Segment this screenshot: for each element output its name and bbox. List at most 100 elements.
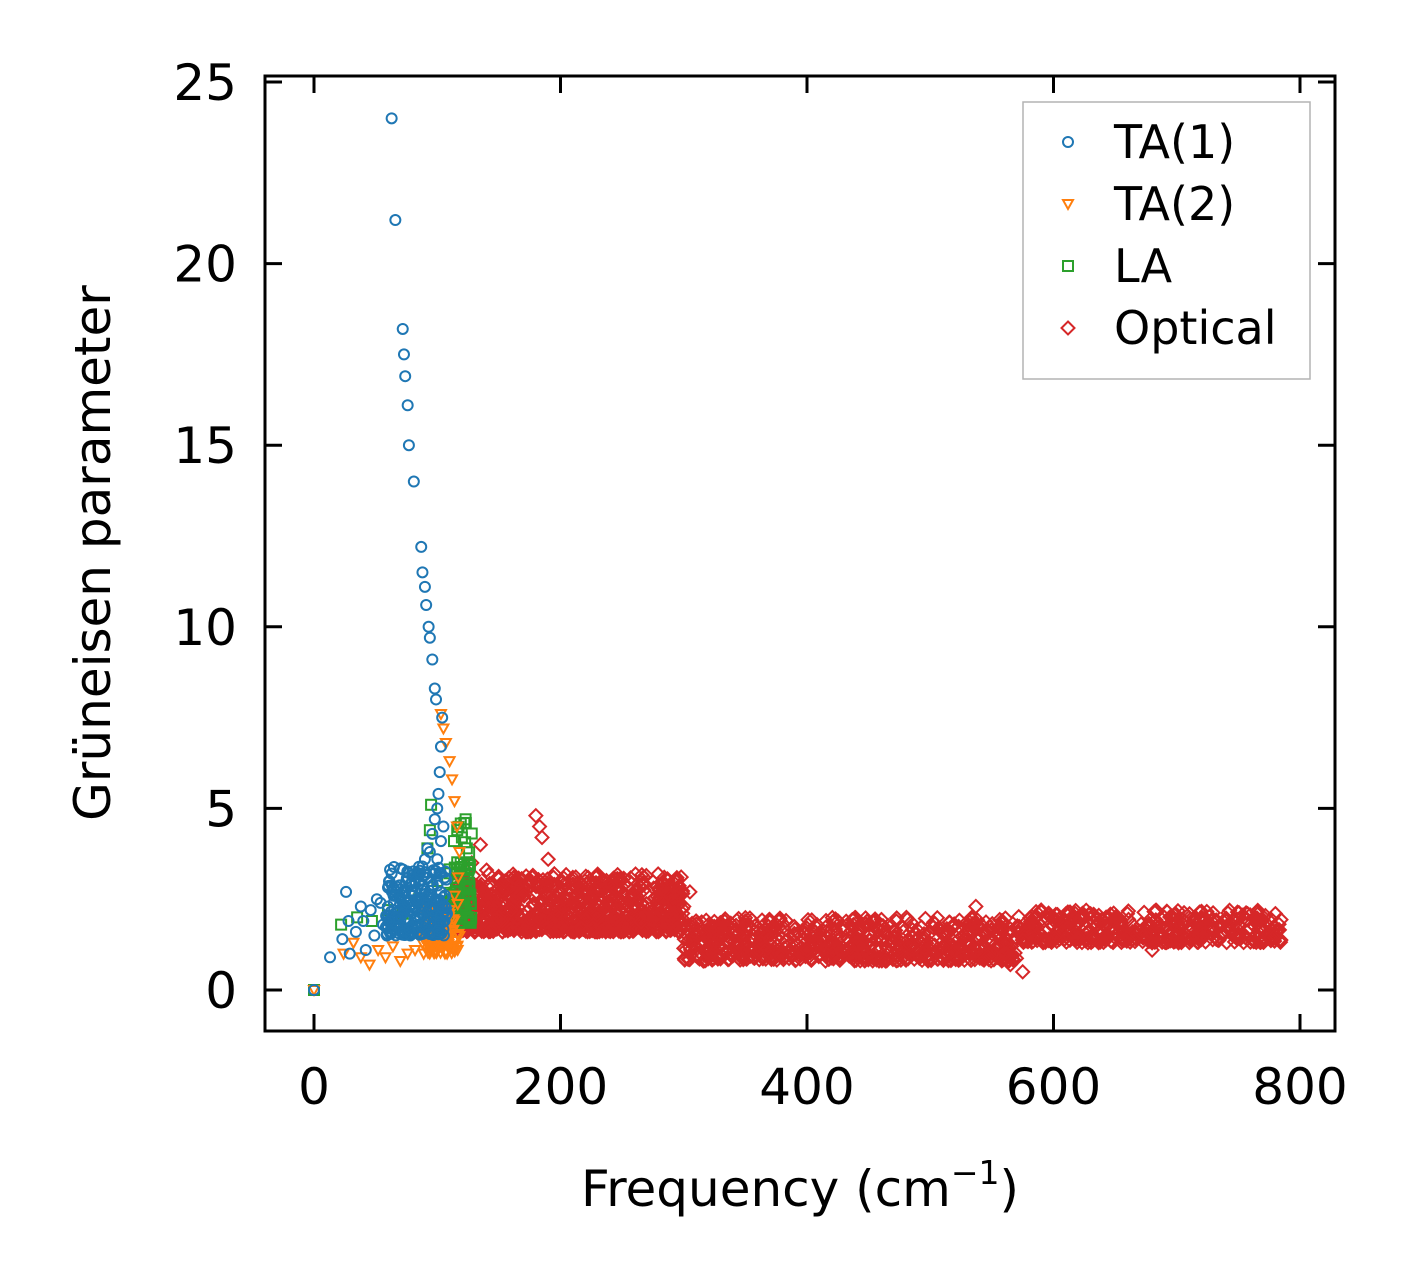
point-optical — [1056, 913, 1073, 930]
point-optical — [1159, 922, 1176, 939]
point-optical — [712, 920, 729, 937]
point-optical — [1131, 923, 1148, 940]
point-optical — [634, 895, 650, 911]
point-ta-1 — [354, 900, 367, 913]
point-optical — [925, 914, 942, 931]
point-optical — [589, 907, 605, 923]
point-optical — [867, 911, 884, 927]
point-optical — [1127, 925, 1143, 942]
x-axis-label-close: ) — [1000, 1160, 1020, 1218]
point-la — [448, 835, 461, 848]
point-optical — [531, 911, 548, 928]
point-ta-1 — [385, 925, 398, 938]
point-optical — [659, 871, 676, 887]
point-optical — [1120, 903, 1137, 919]
point-optical — [705, 944, 722, 961]
point-optical — [1026, 916, 1043, 933]
point-optical — [911, 948, 928, 965]
x-tick-label: 800 — [1252, 1058, 1347, 1116]
point-optical — [710, 930, 727, 947]
point-optical — [527, 807, 544, 824]
point-la — [464, 896, 477, 909]
point-la — [462, 864, 475, 877]
point-optical — [710, 946, 727, 963]
point-optical — [490, 913, 507, 929]
point-optical — [573, 920, 590, 937]
point-optical — [1218, 913, 1234, 929]
point-optical — [873, 931, 889, 948]
point-optical — [1180, 920, 1197, 936]
point-optical — [651, 923, 667, 940]
point-ta-1 — [397, 921, 410, 934]
point-optical — [860, 938, 877, 955]
point-optical — [1118, 933, 1135, 950]
point-optical — [922, 949, 939, 966]
point-optical — [684, 932, 701, 949]
point-optical — [1028, 903, 1045, 920]
point-optical — [477, 910, 494, 927]
point-optical — [737, 934, 754, 951]
y-tick-label: 10 — [173, 599, 237, 657]
point-optical — [1156, 909, 1173, 926]
point-ta-1 — [422, 620, 435, 633]
point-optical — [1181, 909, 1197, 926]
point-ta-2 — [439, 738, 453, 751]
point-optical — [766, 933, 783, 950]
point-optical — [1053, 917, 1070, 934]
point-optical — [774, 923, 791, 940]
point-optical — [970, 929, 987, 946]
point-optical — [1000, 949, 1017, 966]
point-optical — [856, 952, 873, 969]
point-ta-1 — [383, 914, 396, 927]
point-optical — [696, 933, 713, 950]
point-ta-1 — [425, 875, 438, 888]
point-optical — [737, 927, 754, 944]
point-optical — [1015, 932, 1031, 949]
point-ta-1 — [434, 740, 447, 753]
point-ta-1 — [423, 631, 436, 644]
point-ta-1 — [418, 580, 431, 593]
point-optical — [1271, 916, 1287, 933]
point-optical — [667, 873, 684, 889]
point-optical — [565, 913, 582, 929]
point-optical — [705, 950, 722, 967]
point-optical — [676, 952, 693, 968]
point-ta-1 — [431, 853, 444, 866]
point-optical — [1085, 929, 1101, 946]
point-optical — [1218, 934, 1235, 951]
x-tick-label: 400 — [759, 1058, 854, 1116]
point-optical — [713, 938, 730, 955]
x-tick-label: 200 — [513, 1058, 608, 1116]
point-optical — [571, 891, 587, 908]
point-optical — [1191, 922, 1208, 939]
point-optical — [668, 881, 685, 898]
point-ta-1 — [405, 904, 418, 917]
point-optical — [774, 945, 791, 962]
legend-label: Optical — [1114, 301, 1276, 355]
point-optical — [675, 923, 692, 940]
point-optical — [1251, 933, 1268, 950]
point-optical — [540, 851, 557, 868]
point-optical — [585, 919, 601, 936]
point-ta-1 — [428, 682, 441, 695]
y-axis-label: Grüneisen parameter — [64, 285, 122, 821]
point-ta-1 — [437, 820, 450, 833]
point-optical — [1014, 963, 1031, 980]
plot-area — [307, 112, 1289, 998]
point-ta-1 — [385, 112, 398, 125]
point-optical — [910, 931, 926, 948]
point-optical — [786, 921, 803, 938]
point-ta-2 — [447, 890, 462, 903]
legend-item-ta-1: TA(1) — [1062, 115, 1235, 169]
point-optical — [515, 887, 532, 904]
point-ta-1 — [377, 918, 390, 931]
point-optical — [1043, 933, 1060, 950]
point-optical — [772, 910, 788, 927]
point-optical — [800, 911, 816, 928]
point-optical — [962, 945, 978, 962]
point-optical — [1089, 916, 1105, 933]
point-ta-2 — [445, 774, 459, 787]
point-optical — [885, 934, 902, 951]
point-optical — [796, 943, 812, 960]
legend-item-ta-2: TA(2) — [1061, 177, 1235, 231]
